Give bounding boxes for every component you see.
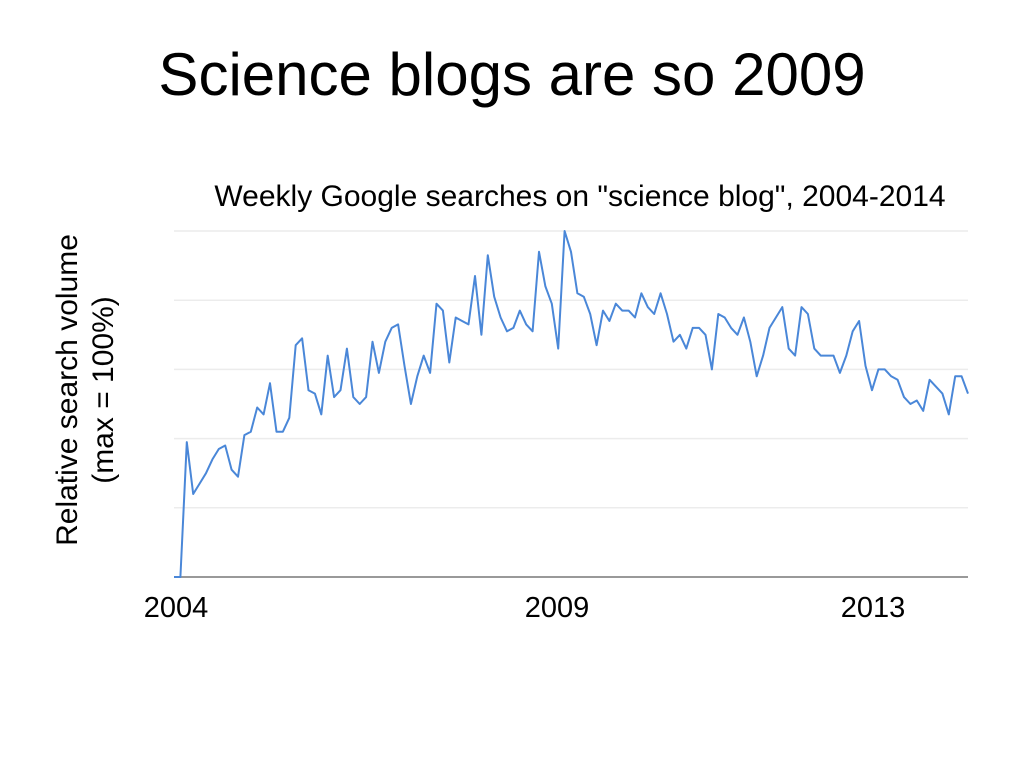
x-tick-label: 2004	[144, 592, 209, 624]
x-tick-label: 2013	[841, 592, 906, 624]
series-line	[174, 230, 969, 578]
slide-title: Science blogs are so 2009	[158, 41, 866, 108]
x-tick-label: 2009	[525, 592, 590, 624]
chart-title: Weekly Google searches on "science blog"…	[214, 180, 946, 213]
